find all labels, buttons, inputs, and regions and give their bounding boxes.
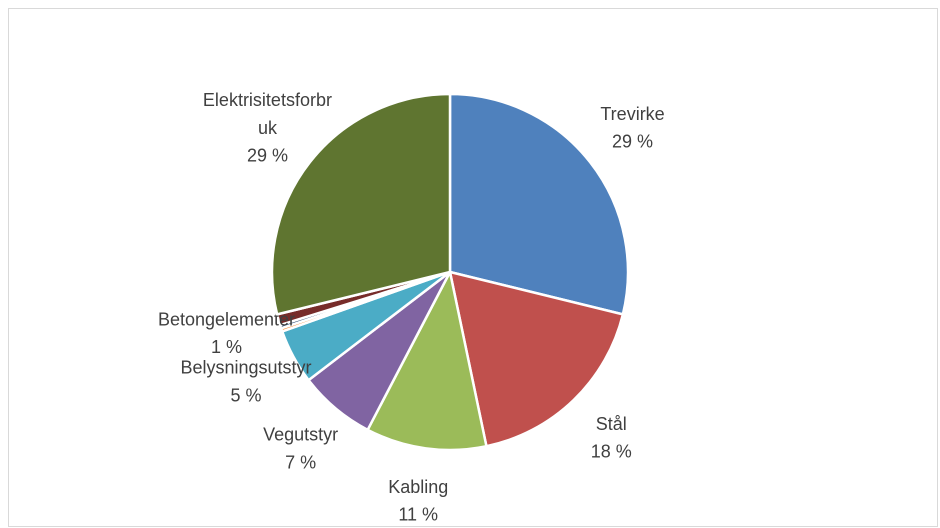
slice-label-line: Trevirke (600, 104, 664, 124)
slice-label: Trevirke (600, 104, 664, 124)
slice-label-line: Stål (596, 414, 627, 434)
slice-label: Kabling (388, 477, 448, 497)
slice-label-line: Vegutstyr (263, 424, 338, 444)
slice-value-label: 1 % (211, 337, 242, 357)
pie-slice (270, 92, 452, 316)
pie-slice (448, 270, 625, 448)
slice-value-label: 18 % (591, 442, 632, 462)
slice-label-line: Betongelementer (158, 309, 295, 329)
slice-label: Belysningsutstyr (180, 357, 311, 377)
pie-slice (366, 270, 488, 452)
slice-value-label: 29 % (612, 132, 653, 152)
slice-value-label: 7 % (285, 452, 316, 472)
slice-label: Vegutstyr (263, 424, 338, 444)
slice-value-label: 11 % (398, 505, 438, 525)
slice-label: Elektrisitetsforbr uk (203, 90, 332, 138)
slice-label-line: Elektrisitetsforbr (203, 90, 332, 110)
slice-label-line: Belysningsutstyr (180, 357, 311, 377)
slice-label: Betongelementer (158, 309, 295, 329)
slice-label-line: uk (258, 118, 278, 138)
slice-value-label: 5 % (231, 385, 262, 405)
pie-slice (448, 92, 630, 316)
slice-label: Stål (596, 414, 627, 434)
slice-label-line: Kabling (388, 477, 448, 497)
slice-value-label: 29 % (247, 146, 288, 166)
